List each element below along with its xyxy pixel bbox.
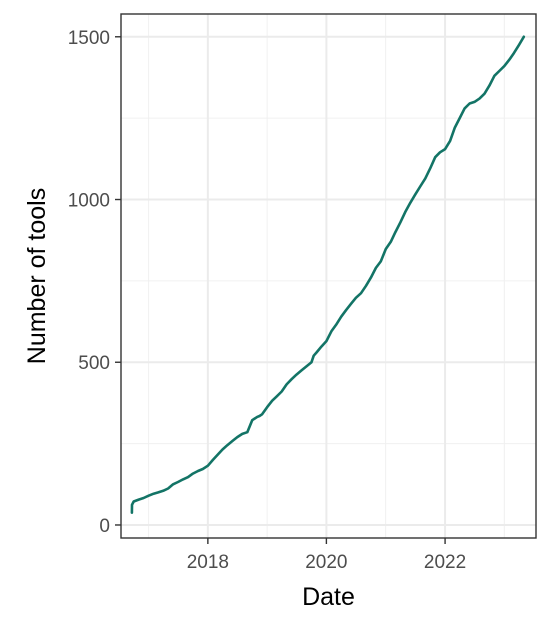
minor-grid [121,14,536,538]
x-tick-label: 2018 [187,552,229,573]
y-tick-label: 1000 [68,191,110,212]
series-line [130,35,526,514]
y-axis: 0 500 1000 1500 [68,28,121,537]
y-tick-label: 500 [78,353,110,374]
x-tick-label: 2020 [305,552,347,573]
x-tick-label: 2022 [424,552,466,573]
x-axis-title: Date [302,583,355,611]
y-tick-label: 1500 [68,28,110,49]
y-axis-title: Number of tools [23,188,51,364]
major-grid [121,14,536,538]
x-axis: 2018 2020 2022 [187,538,466,573]
y-tick-label: 0 [99,516,110,537]
plot-panel-border [120,13,537,539]
